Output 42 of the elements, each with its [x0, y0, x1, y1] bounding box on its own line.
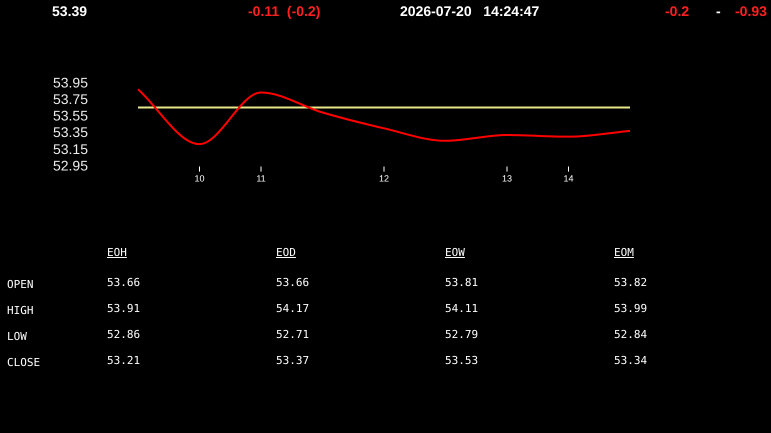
y-tick-label: 53.35 [52, 124, 88, 140]
x-tick-label: 13 [502, 173, 512, 184]
x-tick-label: 12 [378, 173, 390, 184]
text: 53.34 [614, 354, 648, 367]
text: -0.93 [735, 3, 767, 19]
text: 52.84 [614, 328, 648, 341]
x-tick-label: 14 [563, 173, 574, 184]
text: 53.39 [52, 3, 88, 19]
text: 53.81 [445, 276, 478, 289]
text: EOD [276, 246, 296, 259]
y-tick-label: 53.75 [52, 90, 88, 107]
text: EOW [445, 246, 465, 259]
text: 54.11 [445, 302, 478, 315]
text: 52.86 [107, 328, 140, 341]
text: 54.17 [276, 302, 310, 315]
y-tick-label: 52.95 [52, 157, 88, 174]
text: 53.21 [107, 354, 140, 367]
y-tick-label: 53.55 [52, 108, 88, 124]
x-tick-label: 10 [194, 173, 205, 184]
text: 52.79 [445, 328, 478, 341]
text: OPEN [7, 278, 34, 291]
text: HIGH [7, 304, 34, 317]
text: 53.53 [445, 354, 478, 367]
text: 2026-07-20 14:24:47 [400, 3, 540, 19]
text: 53.66 [107, 276, 140, 289]
text: LOW [7, 330, 27, 343]
line-series [137, 88, 631, 146]
text: 53.66 [276, 276, 310, 289]
text: 53.37 [276, 354, 310, 367]
text: EOM [614, 246, 634, 259]
text: -0.11 (-0.2) [248, 3, 320, 19]
text: CLOSE [7, 356, 40, 369]
text: - [716, 3, 721, 19]
text: -0.2 [665, 3, 690, 19]
y-tick-label: 53.95 [52, 74, 88, 90]
text: 53.99 [614, 302, 648, 315]
y-tick-label: 53.15 [52, 140, 88, 157]
x-tick-label: 11 [256, 173, 266, 184]
text: EOH [107, 246, 127, 259]
text: 52.71 [276, 328, 310, 341]
text: 53.91 [107, 302, 140, 315]
text: 53.82 [614, 276, 648, 289]
